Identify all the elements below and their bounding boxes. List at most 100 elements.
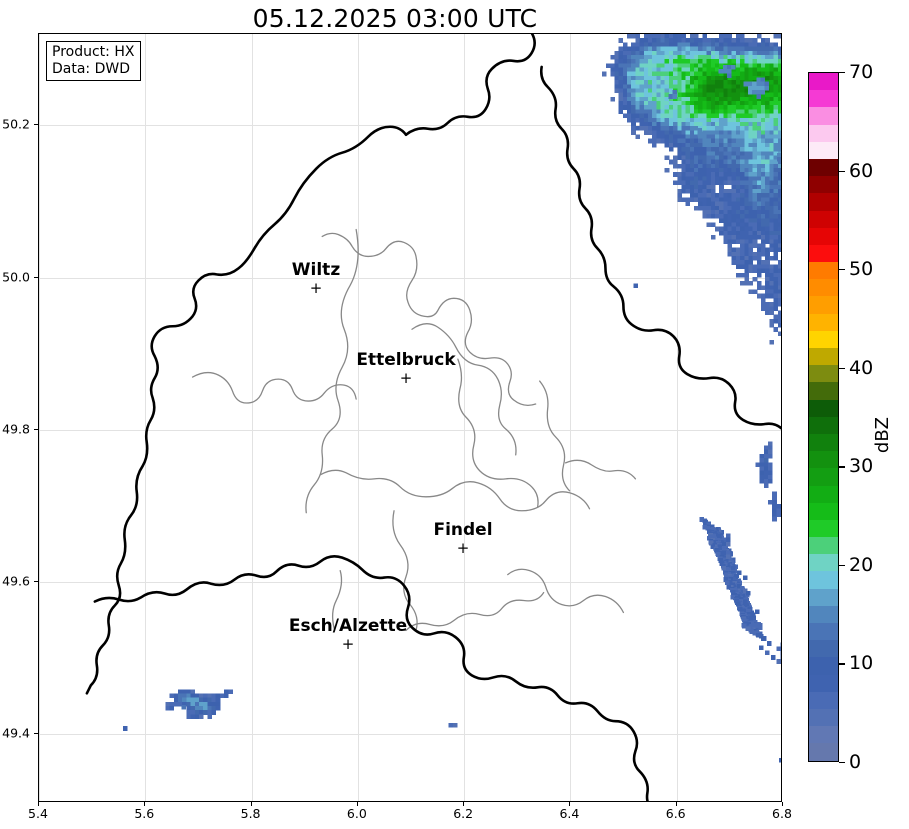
- colorbar-tick-label: 70: [849, 61, 874, 83]
- colorbar-band: [809, 468, 838, 486]
- colorbar-band: [809, 348, 838, 366]
- x-axis-tick-label: 5.4: [28, 806, 48, 821]
- x-axis-tick-mark: [250, 802, 252, 806]
- y-axis-tick-label: 49.6: [2, 573, 30, 589]
- colorbar-band: [809, 124, 838, 142]
- colorbar-band: [809, 605, 838, 623]
- colorbar-band: [809, 365, 838, 383]
- data-source-line: Data: DWD: [52, 60, 130, 77]
- x-axis-tick-label: 6.0: [346, 806, 367, 821]
- colorbar-band: [809, 743, 838, 761]
- colorbar-band: [809, 90, 838, 108]
- colorbar-tick-mark: [839, 72, 845, 74]
- colorbar-tick-label: 50: [849, 258, 874, 281]
- colorbar-band: [809, 451, 838, 469]
- gridline-vertical: [357, 34, 359, 801]
- product-info-box: Product: HX Data: DWD: [46, 41, 142, 82]
- colorbar-band: [809, 502, 838, 520]
- map-plot-area[interactable]: Wiltz + Ettelbruck + Findel + Esch/Alzette +: [38, 33, 782, 802]
- colorbar-band: [809, 691, 838, 709]
- colorbar-band: [809, 519, 838, 538]
- colorbar-band: [809, 262, 838, 280]
- x-axis-tick-mark: [463, 802, 465, 806]
- colorbar[interactable]: [808, 72, 839, 762]
- gridline-horizontal: [39, 582, 781, 584]
- x-axis-tick-label: 5.8: [240, 806, 261, 821]
- colorbar-band: [809, 571, 838, 589]
- colorbar-band: [809, 623, 838, 641]
- y-axis-tick-mark: [34, 428, 38, 430]
- canton-borders: [191, 228, 637, 632]
- x-axis-tick-label: 6.8: [772, 806, 792, 821]
- colorbar-tick-mark: [839, 367, 845, 369]
- colorbar-band: [809, 330, 838, 348]
- colorbar-tick-label: 60: [849, 159, 874, 182]
- y-axis-tick-label: 49.8: [2, 421, 30, 437]
- colorbar-band: [809, 210, 838, 228]
- gridline-horizontal: [39, 125, 781, 127]
- colorbar-band: [809, 296, 838, 314]
- x-axis-tick-mark: [782, 802, 783, 806]
- gridline-vertical: [251, 34, 253, 801]
- colorbar-tick-label: 10: [849, 652, 874, 675]
- colorbar-tick-label: 40: [849, 356, 874, 379]
- colorbar-band: [809, 244, 838, 263]
- colorbar-band: [809, 726, 838, 744]
- colorbar-band: [809, 416, 838, 434]
- colorbar-band: [809, 107, 838, 125]
- national-border: [85, 34, 781, 801]
- colorbar-tick-label: 0: [849, 751, 862, 773]
- y-axis-tick-label: 49.4: [2, 725, 30, 741]
- x-axis-tick-mark: [38, 802, 39, 806]
- x-axis-tick-label: 6.4: [559, 806, 580, 821]
- colorbar-band: [809, 485, 838, 503]
- colorbar-axis-label: dBZ: [872, 417, 893, 454]
- colorbar-band: [809, 657, 838, 675]
- colorbar-tick-label: 30: [849, 455, 874, 478]
- x-axis-tick-mark: [356, 802, 358, 806]
- y-axis-tick-mark: [34, 124, 38, 126]
- page-title: 05.12.2025 03:00 UTC: [252, 4, 538, 33]
- gridline-vertical: [145, 34, 147, 801]
- colorbar-band: [809, 141, 838, 159]
- gridline-horizontal: [39, 734, 781, 736]
- y-axis-tick-label: 50.0: [2, 269, 30, 285]
- gridline-horizontal: [39, 429, 781, 431]
- x-axis-tick-label: 5.6: [134, 806, 155, 821]
- gridline-vertical: [464, 34, 466, 801]
- gridline-vertical: [39, 34, 40, 801]
- colorbar-tick-mark: [839, 170, 845, 172]
- gridline-horizontal: [39, 277, 781, 279]
- map-borders-layer: [85, 34, 781, 801]
- colorbar-band: [809, 554, 838, 572]
- colorbar-band: [809, 313, 838, 331]
- colorbar-tick-label: 20: [849, 553, 874, 576]
- y-axis-tick-label: 50.2: [2, 116, 30, 132]
- x-axis-tick-mark: [569, 802, 571, 806]
- gridline-vertical: [570, 34, 572, 801]
- x-axis-tick-label: 6.6: [665, 806, 686, 821]
- x-axis-tick-mark: [675, 802, 677, 806]
- product-line: Product: HX: [52, 44, 135, 60]
- colorbar-band: [809, 708, 838, 727]
- colorbar-band: [809, 73, 838, 91]
- x-axis-tick-label: 6.2: [453, 806, 474, 821]
- colorbar-tick-mark: [839, 269, 845, 271]
- colorbar-tick-mark: [839, 564, 845, 567]
- colorbar-tick-mark: [839, 762, 845, 764]
- colorbar-band: [809, 279, 838, 297]
- y-axis-tick-mark: [34, 733, 38, 735]
- radar-echo-layer: [122, 34, 781, 763]
- colorbar-band: [809, 158, 838, 177]
- y-axis-tick-mark: [34, 581, 38, 583]
- colorbar-band: [809, 227, 838, 245]
- colorbar-band: [809, 382, 838, 400]
- colorbar-tick-mark: [839, 663, 845, 665]
- y-axis-tick-mark: [34, 276, 38, 278]
- colorbar-band: [809, 399, 838, 417]
- gridline-vertical: [676, 34, 678, 801]
- colorbar-band: [809, 588, 838, 606]
- colorbar-tick-mark: [839, 466, 845, 468]
- x-axis-tick-mark: [144, 802, 146, 806]
